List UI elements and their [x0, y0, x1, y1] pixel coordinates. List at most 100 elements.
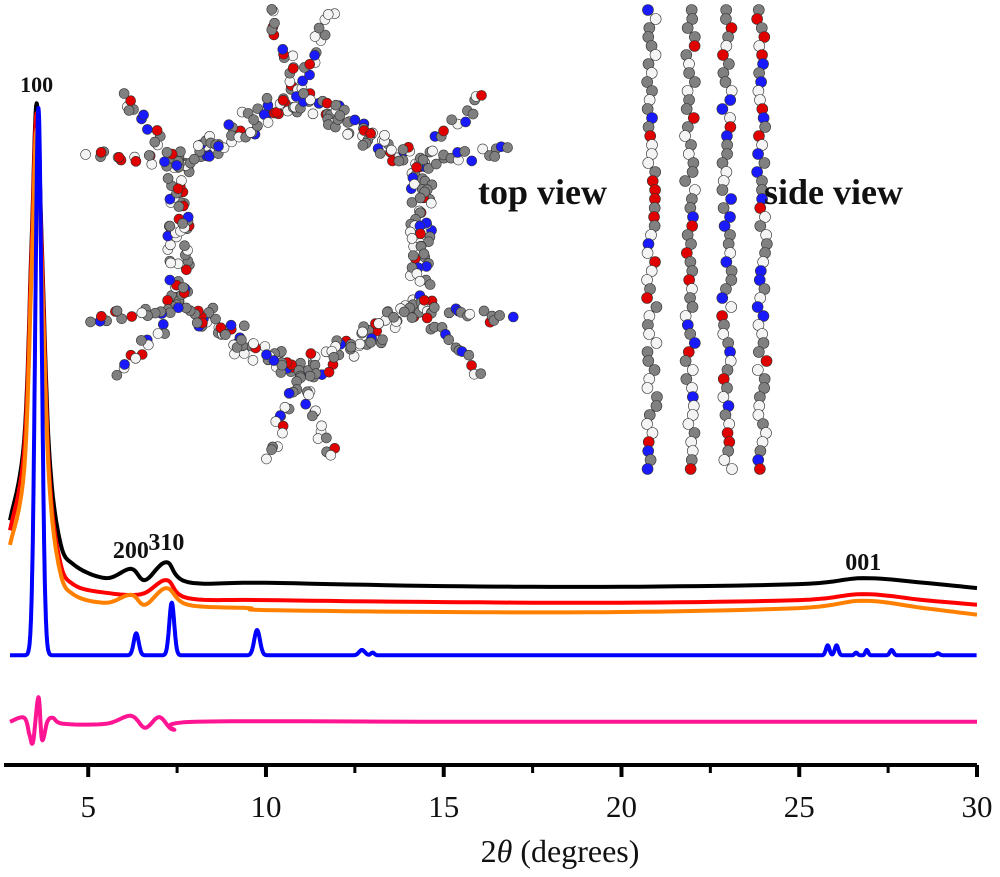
- atom: [388, 312, 399, 323]
- atom: [641, 382, 654, 394]
- peak-label-310: 310: [148, 530, 184, 556]
- x-axis-label: 2θ (degrees): [481, 833, 640, 869]
- atom: [334, 110, 346, 121]
- atom: [430, 158, 442, 170]
- atom: [236, 334, 247, 346]
- atom: [162, 173, 174, 184]
- atom: [507, 311, 519, 323]
- atom: [379, 129, 390, 141]
- atom: [686, 301, 699, 313]
- atom: [466, 155, 478, 167]
- atom: [277, 95, 289, 106]
- atom: [459, 146, 471, 157]
- atom: [680, 103, 693, 115]
- atom: [414, 275, 426, 287]
- atom: [642, 355, 655, 367]
- atom: [220, 329, 231, 340]
- molecular-structure-insets: [80, 4, 773, 475]
- atom: [173, 302, 184, 314]
- x-tick-label: 20: [606, 789, 637, 824]
- atom: [759, 211, 771, 223]
- atom: [649, 49, 662, 61]
- atom: [277, 44, 289, 55]
- atom: [119, 359, 130, 370]
- atom: [407, 250, 419, 261]
- atom: [377, 334, 388, 345]
- atom: [143, 150, 155, 161]
- atom: [684, 463, 697, 475]
- peak-label-001: 001: [845, 550, 881, 576]
- atom: [406, 312, 418, 323]
- atom: [328, 352, 340, 363]
- atom: [123, 105, 135, 116]
- atom: [397, 144, 409, 155]
- atom: [751, 301, 764, 313]
- atom: [151, 125, 163, 136]
- atom: [427, 145, 438, 157]
- atom: [760, 355, 773, 367]
- atom: [758, 157, 771, 169]
- atom: [113, 152, 125, 163]
- atom: [641, 247, 654, 259]
- atom: [349, 114, 361, 126]
- atom: [415, 228, 426, 240]
- atom: [298, 88, 309, 99]
- atom: [475, 368, 487, 379]
- atom: [752, 364, 764, 376]
- side-view-label: side view: [764, 172, 903, 212]
- atom: [116, 313, 127, 325]
- atom: [173, 201, 185, 212]
- atom: [373, 318, 384, 329]
- atom: [323, 366, 335, 378]
- atom: [425, 197, 437, 209]
- atom: [717, 328, 730, 340]
- atom: [307, 108, 319, 120]
- atom: [489, 151, 501, 162]
- atom: [213, 140, 224, 152]
- atom: [393, 155, 405, 167]
- atom: [111, 369, 123, 381]
- atom: [641, 292, 653, 304]
- series-line-4: [8, 695, 977, 746]
- atom: [758, 31, 771, 43]
- atom: [188, 153, 200, 165]
- peak-annotations: 100 200 310 001: [20, 72, 881, 576]
- atom: [689, 76, 701, 88]
- x-tick-label: 15: [428, 789, 459, 824]
- atom: [138, 109, 149, 121]
- atom: [130, 156, 142, 167]
- atom: [718, 220, 731, 232]
- x-axis: 5 10 15 20 25 30: [4, 763, 993, 824]
- series-group: [8, 101, 979, 746]
- atom: [357, 140, 369, 151]
- atom: [726, 463, 738, 475]
- atom: [307, 410, 318, 422]
- atom: [297, 75, 308, 87]
- atom: [165, 257, 176, 269]
- atom: [650, 301, 663, 313]
- atom: [752, 148, 764, 160]
- atom: [126, 311, 138, 322]
- atom: [686, 166, 699, 178]
- series-line-3: [8, 106, 979, 658]
- atom: [718, 454, 731, 466]
- atom: [304, 58, 316, 70]
- atom: [303, 389, 314, 401]
- atom: [268, 355, 280, 366]
- atom: [304, 370, 316, 382]
- atom: [223, 119, 235, 131]
- atom: [754, 220, 767, 232]
- atom: [118, 88, 130, 99]
- atom: [446, 114, 458, 126]
- peak-label-100: 100: [20, 72, 53, 97]
- atom: [719, 76, 732, 88]
- atom: [80, 149, 91, 160]
- atom: [406, 197, 418, 208]
- atom: [417, 154, 429, 166]
- atom: [502, 142, 513, 153]
- atom: [725, 274, 738, 286]
- atom: [262, 117, 274, 128]
- atom: [463, 349, 475, 361]
- atom: [679, 355, 692, 367]
